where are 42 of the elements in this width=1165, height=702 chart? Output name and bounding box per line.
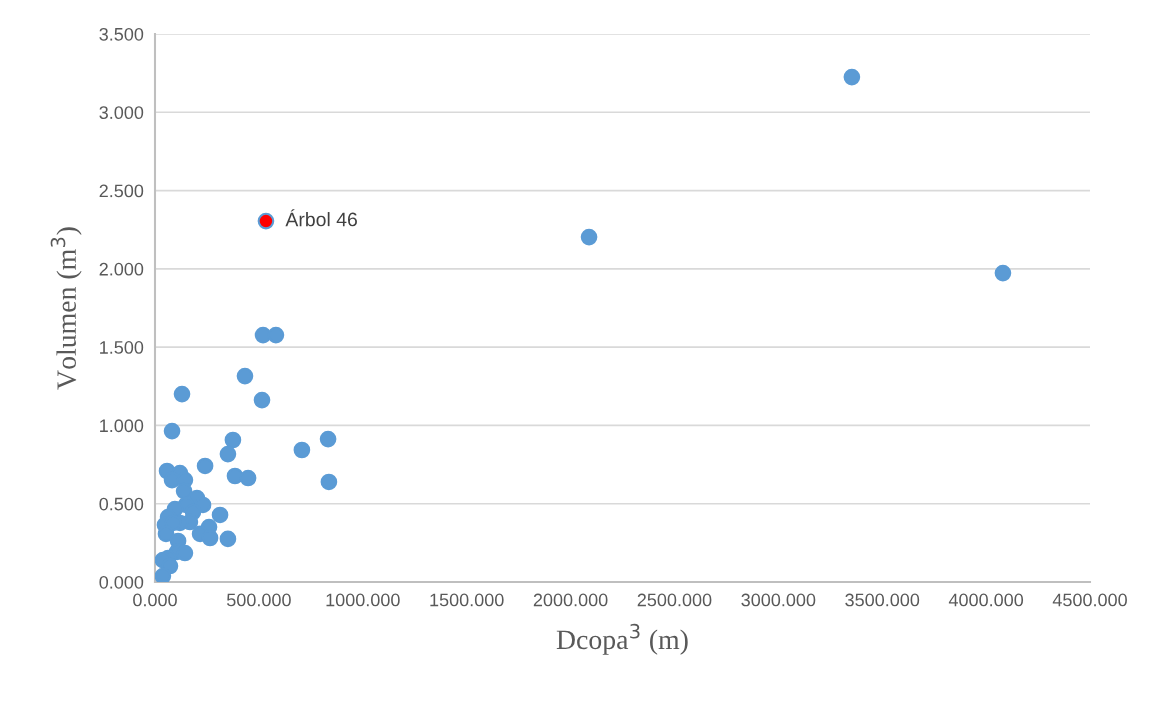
- point: [226, 467, 244, 485]
- x-tick-label: 1500.000: [430, 593, 504, 607]
- y-tick-label: 2.000: [99, 262, 144, 276]
- x-tick-label: 2000.000: [533, 593, 608, 607]
- y-tick-label: 2.500: [99, 184, 144, 198]
- point: [196, 457, 214, 475]
- x-tick-label: 4500.000: [1052, 593, 1127, 607]
- x-tick-label: 0.000: [133, 593, 177, 607]
- y-tick-label: 0.500: [99, 497, 144, 511]
- point: [173, 385, 191, 403]
- point: [224, 431, 242, 449]
- point: [267, 326, 285, 344]
- x-tick-label: 4000.000: [948, 593, 1024, 607]
- x-tick-label: 1000.000: [326, 593, 400, 607]
- y-tick-label: 1.500: [100, 341, 144, 354]
- point: [219, 445, 237, 463]
- y-tick-label: 3.500: [99, 27, 144, 41]
- y-tick-label: 0.000: [99, 575, 144, 589]
- x-tick-label: 500.000: [226, 593, 291, 607]
- point: [236, 367, 254, 385]
- point: [201, 529, 219, 547]
- point: [320, 473, 338, 491]
- point: [843, 68, 861, 86]
- point: [219, 530, 237, 548]
- y-axis-title: Volumen (m$^{3}$): [50, 227, 82, 390]
- point: [580, 228, 598, 246]
- y-tick-label: 3.000: [99, 106, 144, 120]
- y-tick-label: 1.000: [100, 419, 144, 433]
- x-tick-label: 3500.000: [845, 593, 920, 607]
- point: [257, 212, 275, 230]
- annotation: Árbol 46: [285, 209, 357, 227]
- point: [319, 430, 337, 448]
- point: [155, 567, 172, 582]
- x-tick-label: 2500.000: [637, 593, 712, 607]
- point: [239, 469, 257, 487]
- x-axis-title: Dcopa$^{3}$ (m): [556, 623, 688, 655]
- point: [293, 441, 311, 459]
- point: [163, 422, 181, 440]
- point: [253, 391, 271, 409]
- point: [994, 264, 1012, 282]
- point: [211, 506, 229, 524]
- x-tick-label: 3000.000: [741, 593, 816, 607]
